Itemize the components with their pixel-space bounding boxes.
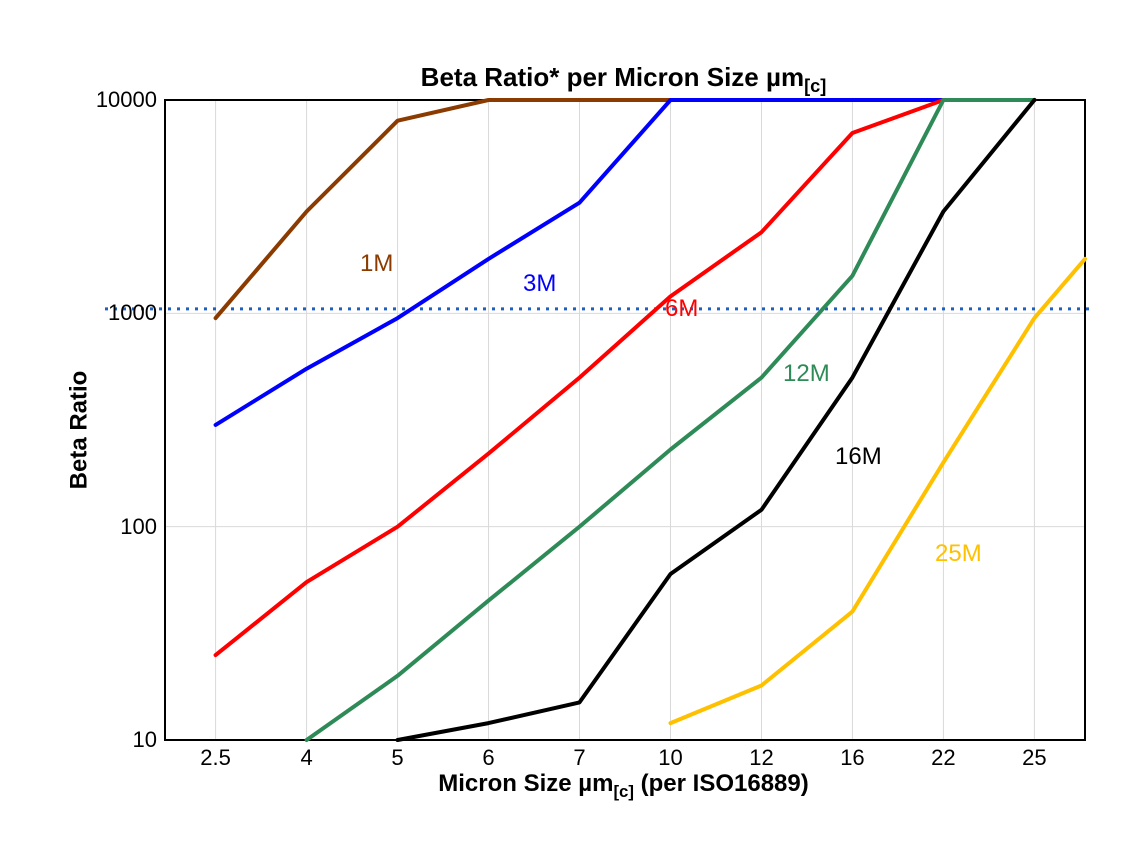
title-sub: [c] <box>804 76 826 96</box>
title-sym: µm <box>766 62 804 92</box>
x-tick-label: 5 <box>391 745 403 771</box>
xlabel-sub: [c] <box>613 782 634 801</box>
y-tick-label: 10000 <box>96 87 157 113</box>
series-label-3M: 3M <box>523 270 556 298</box>
title-pre: Beta Ratio* per Micron Size <box>421 62 766 92</box>
series-label-16M: 16M <box>835 443 882 471</box>
x-tick-label: 16 <box>840 745 864 771</box>
x-axis-label: Micron Size µm[c] (per ISO16889) <box>165 770 1082 802</box>
y-tick-label: 1000 <box>108 300 157 326</box>
x-tick-label: 4 <box>300 745 312 771</box>
chart-container: Beta Ratio* per Micron Size µm[c] Beta R… <box>0 0 1142 860</box>
x-tick-label: 25 <box>1022 745 1046 771</box>
y-axis-label: Beta Ratio <box>65 371 93 490</box>
x-tick-label: 22 <box>931 745 955 771</box>
y-tick-label: 10 <box>133 727 157 753</box>
x-tick-label: 10 <box>658 745 682 771</box>
series-label-1M: 1M <box>360 250 393 278</box>
x-tick-label: 6 <box>482 745 494 771</box>
x-tick-label: 2.5 <box>200 745 231 771</box>
plot-svg <box>165 100 1085 740</box>
xlabel-post: (per ISO16889) <box>634 770 809 797</box>
x-tick-label: 12 <box>749 745 773 771</box>
chart-title: Beta Ratio* per Micron Size µm[c] <box>165 62 1082 97</box>
xlabel-sym: µm <box>578 770 613 797</box>
series-label-6M: 6M <box>665 295 698 323</box>
plot-area: 2.545671012162225101001000100001M3M6M12M… <box>165 100 1085 740</box>
series-label-12M: 12M <box>783 360 830 388</box>
y-tick-label: 100 <box>120 514 157 540</box>
series-label-25M: 25M <box>935 540 982 568</box>
xlabel-pre: Micron Size <box>438 770 578 797</box>
x-tick-label: 7 <box>573 745 585 771</box>
